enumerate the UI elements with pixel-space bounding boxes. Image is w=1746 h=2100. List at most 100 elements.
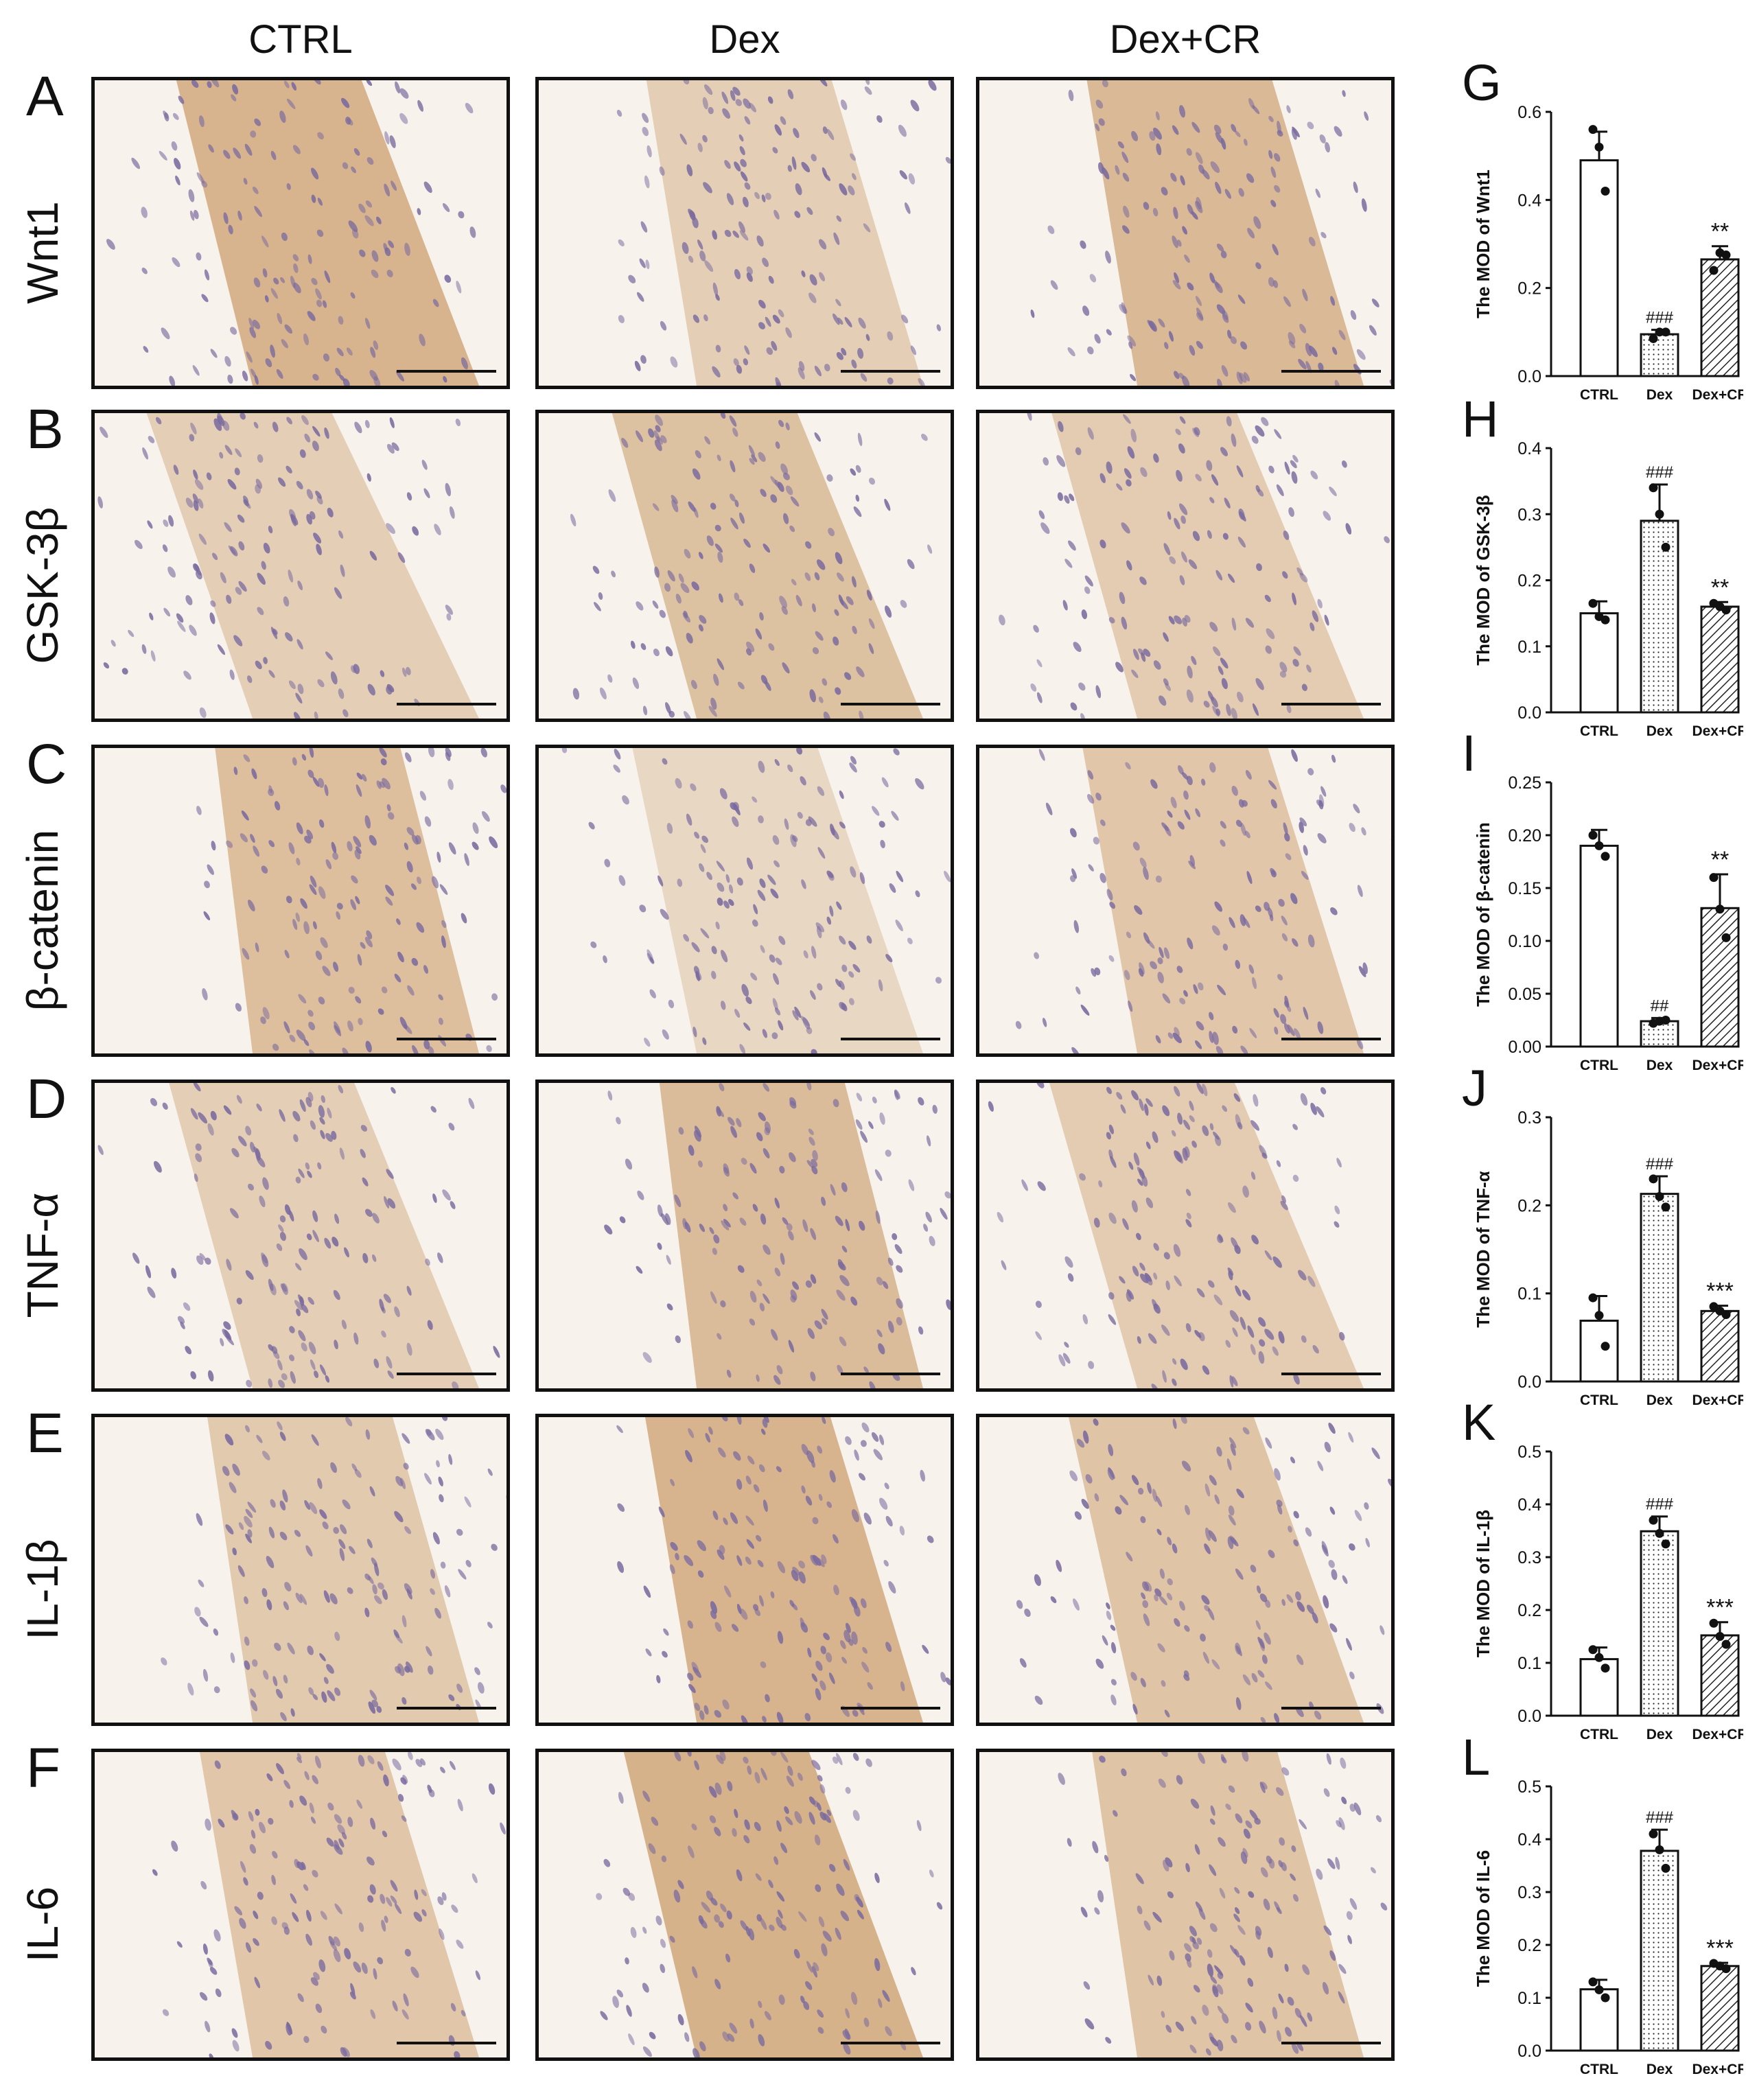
bar-chart-G: 0.0 0.2 0.4 0.6 The MOD of Wnt1 CTRL Dex ### Dex… bbox=[1473, 103, 1743, 403]
chart-letter-K: K bbox=[1462, 1394, 1496, 1451]
y-tick-label: 0.4 bbox=[1517, 439, 1541, 458]
data-point bbox=[1715, 905, 1725, 914]
data-point bbox=[1588, 1645, 1598, 1655]
data-point bbox=[1649, 334, 1658, 343]
x-tick-label: CTRL bbox=[1580, 1727, 1618, 1742]
bar-CTRL bbox=[1579, 844, 1619, 1048]
y-axis-label: The MOD of IL-6 bbox=[1473, 1850, 1493, 1987]
panel-letter-D: D bbox=[26, 1068, 67, 1130]
y-tick-label: 0.4 bbox=[1517, 191, 1541, 210]
data-point bbox=[1721, 1964, 1731, 1974]
y-tick-label: 0.15 bbox=[1508, 879, 1541, 898]
data-point bbox=[1709, 266, 1719, 275]
x-tick-label: CTRL bbox=[1580, 1058, 1618, 1073]
y-tick-label: 0.0 bbox=[1517, 703, 1541, 723]
y-axis-label: The MOD of GSK-3β bbox=[1473, 495, 1493, 665]
bar-Dex bbox=[1640, 1193, 1679, 1383]
bar-Dex+CR bbox=[1700, 1309, 1740, 1383]
data-point bbox=[1709, 1618, 1719, 1628]
micrograph-E-Dex bbox=[535, 1414, 954, 1726]
data-point bbox=[1661, 1016, 1671, 1025]
x-tick-label: Dex+CR bbox=[1692, 1727, 1743, 1742]
y-tick-label: 0.5 bbox=[1517, 1777, 1541, 1797]
y-tick-label: 0.4 bbox=[1517, 1495, 1541, 1515]
data-point bbox=[1649, 1515, 1658, 1525]
significance-label: ### bbox=[1646, 463, 1674, 482]
scale-bar bbox=[397, 1038, 496, 1040]
panel-letter-B: B bbox=[26, 398, 64, 460]
scale-bar bbox=[1281, 1707, 1381, 1710]
data-point bbox=[1600, 187, 1610, 196]
significance-label: ### bbox=[1646, 1495, 1674, 1514]
bar-Dex+CR bbox=[1700, 258, 1740, 377]
x-tick-label: CTRL bbox=[1580, 2062, 1618, 2077]
data-point bbox=[1661, 1539, 1671, 1549]
data-point bbox=[1594, 841, 1604, 850]
scale-bar bbox=[841, 1038, 940, 1040]
chart-letter-G: G bbox=[1462, 54, 1502, 111]
y-tick-label: 0.0 bbox=[1517, 367, 1541, 386]
micrograph-D-Dex bbox=[535, 1080, 954, 1392]
micrograph-A-Dex bbox=[535, 77, 954, 389]
data-point bbox=[1600, 852, 1610, 861]
data-point bbox=[1594, 142, 1604, 152]
bar-Dex bbox=[1640, 1850, 1679, 2052]
data-point bbox=[1600, 615, 1610, 625]
micrograph-A-Dex+CR bbox=[976, 77, 1395, 389]
y-tick-label: 0.20 bbox=[1508, 826, 1541, 845]
scale-bar bbox=[397, 2042, 496, 2044]
chart-letter-L: L bbox=[1462, 1729, 1491, 1786]
y-tick-label: 0.4 bbox=[1517, 1830, 1541, 1850]
scale-bar bbox=[397, 370, 496, 373]
chart-letter-H: H bbox=[1462, 390, 1499, 447]
data-point bbox=[1721, 1640, 1731, 1649]
micrograph-F-CTRL bbox=[91, 1749, 510, 2061]
data-point bbox=[1600, 1993, 1610, 2003]
y-tick-label: 0.1 bbox=[1517, 1989, 1541, 2008]
bar-Dex+CR bbox=[1700, 907, 1740, 1048]
data-point bbox=[1594, 1653, 1604, 1662]
significance-label: ### bbox=[1646, 309, 1674, 327]
x-tick-label: Dex+CR bbox=[1692, 1058, 1743, 1073]
significance-label: *** bbox=[1706, 1595, 1734, 1621]
data-point bbox=[1600, 1342, 1610, 1351]
scale-bar bbox=[397, 1373, 496, 1375]
significance-label: ** bbox=[1711, 847, 1729, 873]
significance-label: ### bbox=[1646, 1155, 1674, 1174]
data-point bbox=[1655, 1192, 1664, 1201]
y-tick-label: 0.1 bbox=[1517, 1285, 1541, 1304]
y-axis-label: The MOD of Wnt1 bbox=[1473, 170, 1493, 318]
row-label-5: IL-6 bbox=[18, 1886, 67, 1963]
scale-bar bbox=[841, 1707, 940, 1710]
y-axis-label: The MOD of β-catenin bbox=[1473, 822, 1493, 1007]
data-point bbox=[1721, 933, 1731, 942]
bar-chart-L: 0.0 0.1 0.2 0.3 0.4 0.5 The MOD of IL-6 CTRL Dex… bbox=[1473, 1777, 1743, 2077]
scale-bar bbox=[397, 1707, 496, 1710]
data-point bbox=[1661, 542, 1671, 552]
panel-letter-C: C bbox=[26, 733, 67, 795]
scale-bar bbox=[841, 1373, 940, 1375]
data-point bbox=[1655, 1845, 1664, 1854]
y-tick-label: 0.25 bbox=[1508, 773, 1541, 793]
y-axis-label: The MOD of IL-1β bbox=[1473, 1510, 1493, 1657]
data-point bbox=[1721, 605, 1731, 615]
micrograph-B-Dex+CR bbox=[976, 410, 1395, 722]
significance-label: ## bbox=[1651, 996, 1669, 1015]
data-point bbox=[1655, 327, 1664, 337]
y-tick-label: 0.00 bbox=[1508, 1038, 1541, 1057]
chart-letter-J: J bbox=[1462, 1060, 1487, 1117]
column-header-1: Dex bbox=[709, 17, 780, 62]
bar-CTRL bbox=[1579, 1658, 1619, 1717]
y-tick-label: 0.10 bbox=[1508, 932, 1541, 951]
micrograph-A-CTRL bbox=[91, 77, 510, 389]
bar-Dex+CR bbox=[1700, 1634, 1740, 1717]
micrograph-D-CTRL bbox=[91, 1080, 510, 1392]
y-tick-label: 0.0 bbox=[1517, 1373, 1541, 1392]
significance-label: ** bbox=[1711, 574, 1729, 600]
y-tick-label: 0.2 bbox=[1517, 1196, 1541, 1215]
data-point bbox=[1649, 1829, 1658, 1839]
x-tick-label: Dex bbox=[1646, 2062, 1673, 2077]
panel-letter-A: A bbox=[26, 65, 64, 128]
x-tick-label: Dex+CR bbox=[1692, 1392, 1743, 1408]
panel-letter-E: E bbox=[26, 1402, 64, 1465]
